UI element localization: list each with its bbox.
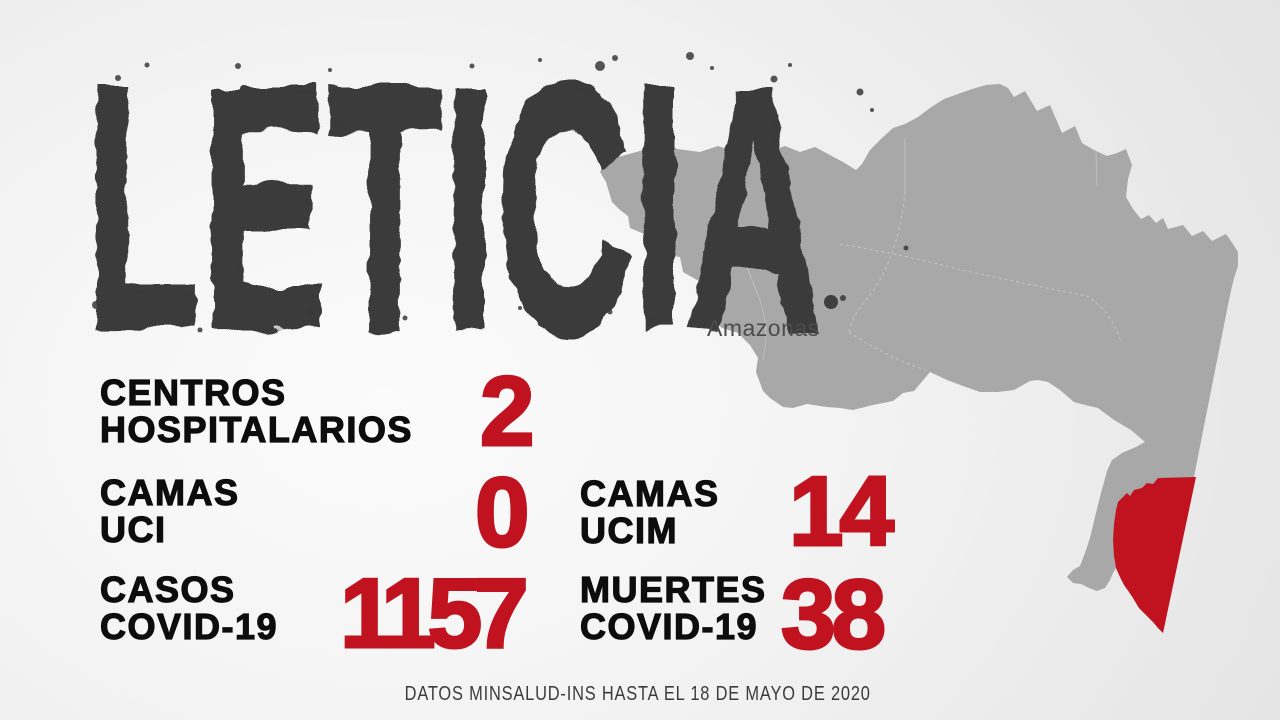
stat-label-line: CENTROS	[99, 372, 287, 413]
stat-label-line: COVID-19	[99, 606, 279, 647]
stat-label-line: UCI	[99, 509, 167, 550]
stat-label-centros-hospitalarios: CENTROS HOSPITALARIOS	[99, 372, 413, 450]
map-region-label: Amazonas	[707, 315, 820, 341]
stat-value-muertes-covid: 38	[779, 559, 887, 669]
stat-value-centros-hospitalarios: 2	[479, 356, 536, 466]
stat-label-line: UCIM	[579, 510, 678, 551]
stat-label-line: CAMAS	[99, 472, 240, 513]
amazonas-department-shape	[600, 84, 1238, 633]
data-source-note: DATOS MINSALUD-INS HASTA EL 18 DE MAYO D…	[404, 683, 871, 705]
municipality-borders	[719, 138, 1122, 372]
stat-label-line: COVID-19	[579, 606, 759, 647]
stat-label-casos-covid: CASOS COVID-19	[99, 569, 279, 647]
stat-label-muertes-covid: MUERTES COVID-19	[579, 569, 767, 647]
stat-value-camas-ucim: 14	[787, 456, 895, 566]
city-title: LETICIA	[86, 16, 823, 400]
stat-label-line: CAMAS	[579, 473, 720, 514]
grunge-splatter	[92, 52, 909, 333]
stat-label-camas-ucim: CAMAS UCIM	[579, 473, 720, 551]
leticia-highlight-region	[1113, 477, 1196, 633]
stat-label-line: CASOS	[99, 569, 236, 610]
stat-value-casos-covid: 1157	[339, 558, 531, 668]
stat-label-camas-uci: CAMAS UCI	[99, 472, 240, 550]
stat-label-line: MUERTES	[579, 569, 767, 610]
map-city-dots	[794, 295, 838, 313]
stat-value-camas-uci: 0	[474, 457, 531, 567]
stat-label-line: HOSPITALARIOS	[99, 409, 413, 450]
